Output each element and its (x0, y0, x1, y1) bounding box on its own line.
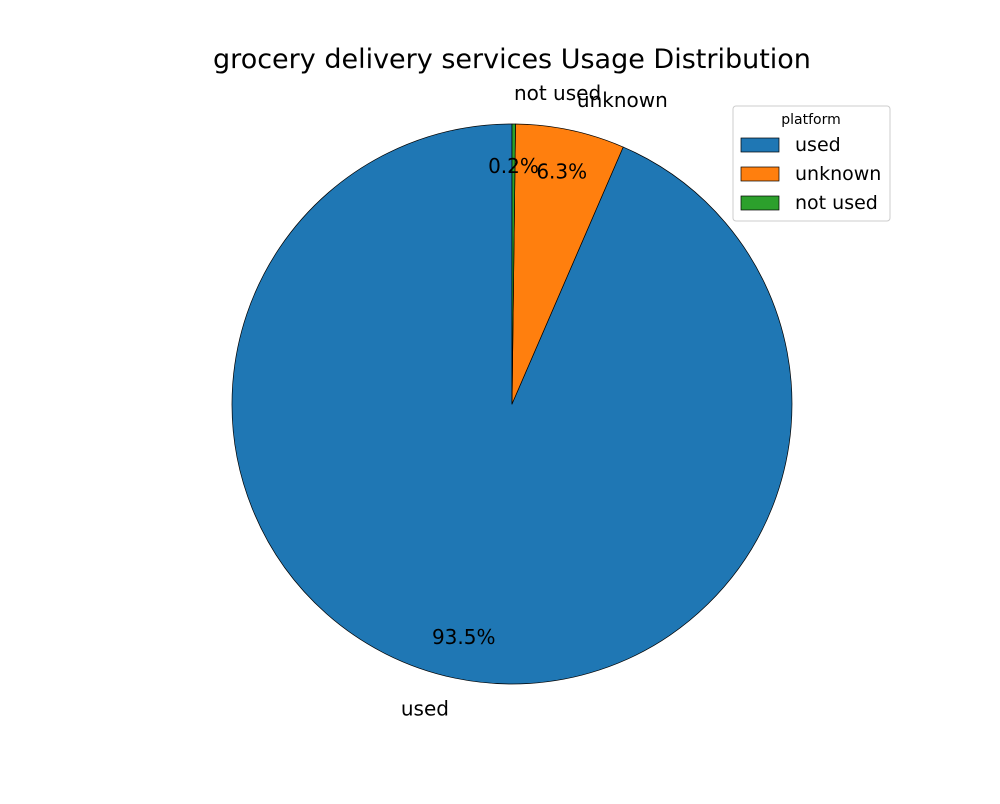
legend-items: used unknown not used (740, 134, 881, 214)
category-label-not-used: not used (514, 81, 601, 105)
legend-swatch-unknown (740, 166, 780, 182)
percent-label-unknown: 6.3% (536, 159, 587, 183)
legend-label-unknown: unknown (795, 163, 881, 185)
pie-labels: 93.5% used 6.3% unknown 0.2% not used (401, 81, 668, 720)
category-label-used: used (401, 696, 449, 720)
percent-label-used: 93.5% (432, 625, 496, 649)
percent-label-not-used: 0.2% (488, 154, 539, 178)
legend: platform used unknown not used (732, 105, 891, 222)
chart-title: grocery delivery services Usage Distribu… (213, 44, 811, 75)
legend-label-not-used: not used (795, 192, 878, 214)
pie-slice-not-used (511, 123, 516, 405)
category-label-unknown: unknown (577, 88, 668, 112)
legend-label-used: used (795, 134, 841, 156)
legend-frame (732, 105, 891, 222)
legend-title: platform (781, 112, 841, 128)
legend-swatch-not-used (740, 195, 780, 211)
legend-swatch-used (740, 137, 780, 153)
pie-slices (231, 123, 793, 685)
